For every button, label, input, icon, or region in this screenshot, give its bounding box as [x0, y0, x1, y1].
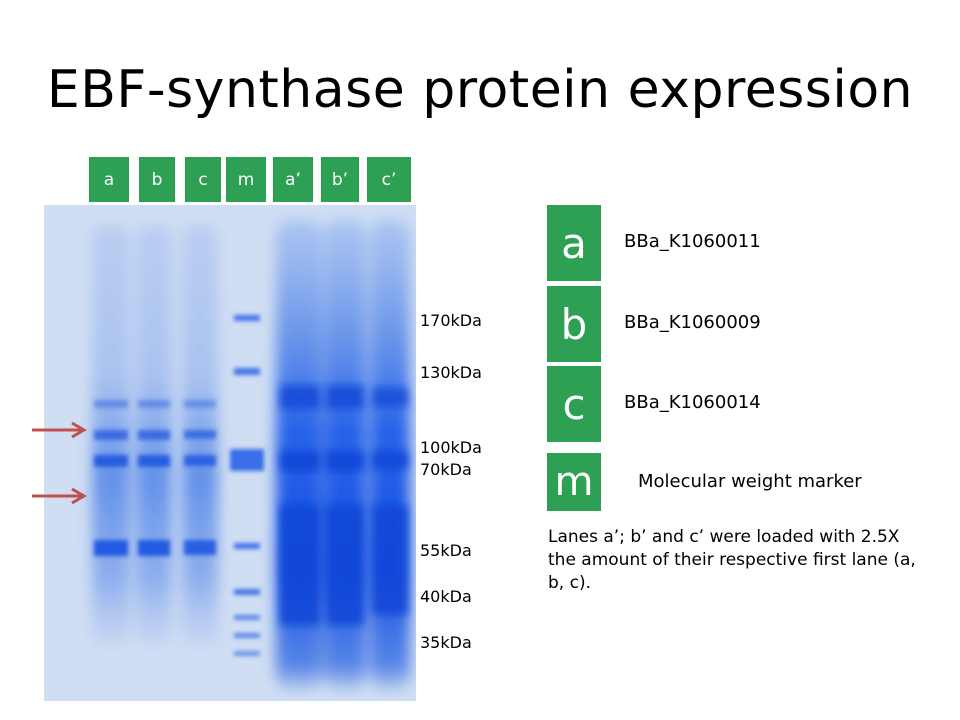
lane-label-a: a [89, 157, 129, 202]
band-arrow-lower-icon [32, 487, 87, 505]
mw-label-40: 40kDa [420, 587, 472, 606]
slide-title: EBF-synthase protein expression [46, 60, 914, 120]
legend-key-b: b [547, 286, 601, 362]
band-arrow-upper-icon [32, 421, 87, 439]
legend-key-m: m [547, 453, 601, 511]
mw-label-35: 35kDa [420, 633, 472, 652]
legend-text-b: BBa_K1060009 [624, 312, 761, 333]
sds-page-gel-image [44, 205, 416, 701]
legend-text-c: BBa_K1060014 [624, 392, 761, 413]
lane-label-c-prime: c’ [367, 157, 411, 202]
mw-label-70: 70kDa [420, 460, 472, 479]
mw-label-130: 130kDa [420, 363, 482, 382]
lane-label-m: m [226, 157, 266, 202]
lane-label-a-prime: a’ [273, 157, 313, 202]
mw-label-170: 170kDa [420, 311, 482, 330]
lane-loading-note: Lanes a’; b’ and c’ were loaded with 2.5… [548, 527, 916, 593]
legend-key-a: a [547, 205, 601, 281]
mw-label-100: 100kDa [420, 438, 482, 457]
lane-label-b-prime: b’ [321, 157, 359, 202]
legend-text-a: BBa_K1060011 [624, 231, 761, 252]
lane-label-b: b [139, 157, 175, 202]
lane-label-c: c [185, 157, 221, 202]
mw-label-55: 55kDa [420, 541, 472, 560]
legend-text-m: Molecular weight marker [638, 471, 862, 492]
legend-key-c: c [547, 366, 601, 442]
